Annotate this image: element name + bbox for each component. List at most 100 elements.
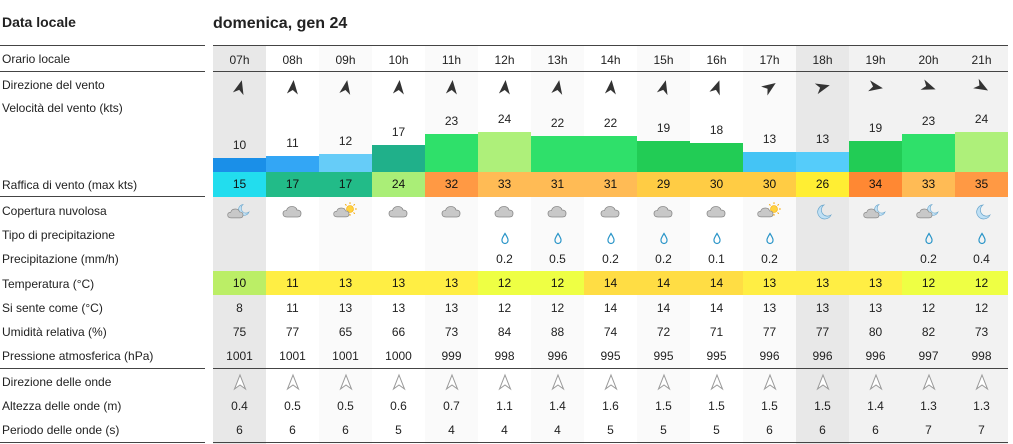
pressure-value: 1001 (279, 349, 306, 363)
temperature-cell: 14 (637, 271, 690, 295)
wave-height-value: 0.5 (337, 399, 354, 413)
wind-speed-bar (849, 141, 902, 172)
wind-speed-bar (955, 132, 1008, 172)
temperature-cell: 12 (902, 271, 955, 295)
wave-height-value: 1.6 (602, 399, 619, 413)
humidity-value: 73 (444, 325, 459, 339)
temperature-cell: 13 (796, 271, 849, 295)
pressure-value: 999 (441, 349, 462, 363)
wind-speed-value: 13 (815, 132, 830, 146)
humidity-value: 65 (338, 325, 353, 339)
gust-cell: 33 (902, 172, 955, 197)
cloud-cover-icon (226, 204, 250, 219)
pressure-value: 1001 (332, 349, 359, 363)
pressure-value: 998 (494, 349, 515, 363)
precipitation-value: 0.2 (920, 252, 937, 266)
wind-direction-arrow-icon (445, 80, 457, 95)
hour-label: 11h (441, 53, 462, 67)
wind-speed-value: 24 (974, 112, 989, 126)
feels-like-value: 14 (709, 301, 724, 315)
wave-direction-arrow-icon (444, 373, 459, 391)
wave-height-value: 0.6 (390, 399, 407, 413)
wind-speed-value: 13 (762, 132, 777, 146)
wind-speed-bar (213, 158, 266, 172)
hour-label: 14h (600, 53, 621, 67)
wind-speed-value: 22 (603, 116, 618, 130)
wave-height-value: 1.5 (814, 399, 831, 413)
hour-label: 20h (918, 53, 939, 67)
cloud-cover-icon (282, 206, 301, 218)
humidity-value: 72 (656, 325, 671, 339)
wind-direction-arrow-icon (232, 80, 244, 96)
wave-height-value: 0.5 (284, 399, 301, 413)
gust-cell: 30 (743, 172, 796, 197)
wind-speed-value: 17 (391, 125, 406, 139)
gust-cell: 15 (213, 172, 266, 197)
pressure-value: 1000 (385, 349, 412, 363)
wave-period-value: 4 (448, 423, 455, 437)
label-wind-direction: Direzione del vento (2, 78, 105, 92)
hour-label: 12h (494, 53, 515, 67)
wind-speed-value: 24 (497, 112, 512, 126)
rain-drop-icon (924, 232, 933, 245)
cloud-cover-icon (547, 206, 566, 218)
pressure-value: 996 (812, 349, 833, 363)
label-humidity: Umidità relativa (%) (2, 325, 107, 339)
wave-direction-arrow-icon (868, 373, 883, 391)
wave-period-value: 4 (501, 423, 508, 437)
precipitation-value: 0.2 (602, 252, 619, 266)
divider-atmos (213, 368, 1008, 369)
cloud-cover-icon (756, 202, 781, 218)
feels-like-value: 13 (815, 301, 830, 315)
temperature-cell: 13 (372, 271, 425, 295)
pressure-value: 996 (759, 349, 780, 363)
wave-direction-arrow-icon (603, 373, 618, 391)
label-precipitation: Precipitazione (mm/h) (2, 252, 119, 266)
wave-period-value: 7 (978, 423, 985, 437)
feels-like-value: 14 (603, 301, 618, 315)
cloud-cover-icon (653, 206, 672, 218)
wind-speed-bar (796, 152, 849, 172)
humidity-value: 74 (603, 325, 618, 339)
wind-direction-arrow-icon (604, 80, 616, 95)
humidity-value: 71 (709, 325, 724, 339)
rain-drop-icon (765, 232, 774, 245)
hour-label: 13h (547, 53, 568, 67)
humidity-value: 77 (815, 325, 830, 339)
label-gust: Raffica di vento (max kts) (2, 178, 138, 192)
gust-cell: 17 (266, 172, 319, 197)
temperature-cell: 13 (849, 271, 902, 295)
wind-direction-arrow-icon (708, 80, 720, 96)
cloud-cover-icon (862, 204, 886, 219)
label-wind-speed: Velocità del vento (kts) (2, 101, 123, 115)
wind-speed-value: 22 (550, 116, 565, 130)
feels-like-value: 12 (921, 301, 936, 315)
cloud-cover-icon (494, 206, 513, 218)
gust-cell: 31 (531, 172, 584, 197)
wave-period-value: 6 (872, 423, 879, 437)
humidity-value: 84 (497, 325, 512, 339)
temperature-cell: 13 (425, 271, 478, 295)
label-precip-type: Tipo di precipitazione (2, 228, 115, 242)
feels-like-value: 12 (550, 301, 565, 315)
cloud-cover-icon (816, 204, 832, 220)
wave-direction-arrow-icon (550, 373, 565, 391)
wind-speed-bar (425, 134, 478, 172)
rain-drop-icon (977, 232, 986, 245)
divider-top (213, 45, 1008, 46)
gust-cell: 30 (690, 172, 743, 197)
humidity-value: 80 (868, 325, 883, 339)
gust-cell: 34 (849, 172, 902, 197)
wave-period-value: 4 (554, 423, 561, 437)
pressure-value: 996 (547, 349, 568, 363)
wind-direction-arrow-icon (286, 80, 298, 95)
wind-direction-arrow-icon (656, 80, 668, 96)
wave-period-value: 5 (395, 423, 402, 437)
temperature-cell: 10 (213, 271, 266, 295)
wind-direction-arrow-icon (498, 80, 510, 95)
temperature-cell: 12 (955, 271, 1008, 295)
wave-height-value: 1.3 (973, 399, 990, 413)
temperature-cell: 14 (584, 271, 637, 295)
feels-like-value: 13 (762, 301, 777, 315)
wave-direction-arrow-icon (338, 373, 353, 391)
